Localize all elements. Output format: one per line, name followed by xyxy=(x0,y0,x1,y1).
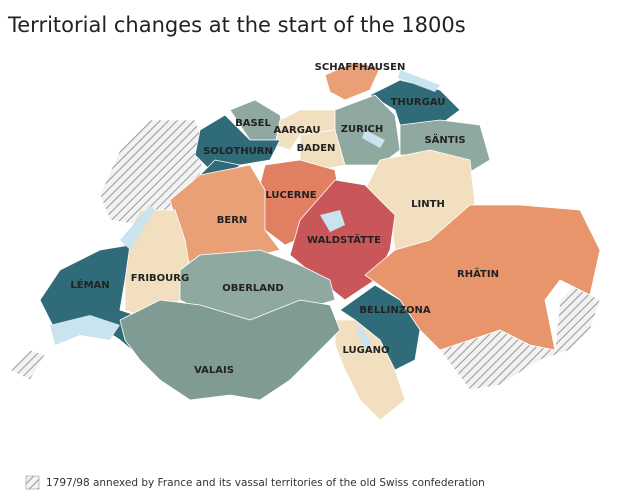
region-label: VALAIS xyxy=(194,365,234,376)
regions xyxy=(9,61,601,421)
region-label: LUCERNE xyxy=(265,190,316,201)
lake xyxy=(120,205,155,250)
region-shape xyxy=(299,129,346,171)
lake xyxy=(356,325,372,350)
region-shape xyxy=(119,299,341,401)
region-label: BADEN xyxy=(297,143,336,154)
region-label: AARGAU xyxy=(274,125,321,136)
region-label: THURGAU xyxy=(391,97,446,108)
legend-label: 1797/98 annexed by France and its vassal… xyxy=(46,477,485,489)
title: Territorial changes at the start of the … xyxy=(7,13,466,37)
region-label: SCHAFFHAUSEN xyxy=(315,62,406,73)
region-label: RHÄTIN xyxy=(457,266,499,280)
region-shape xyxy=(369,79,461,126)
region-shape xyxy=(324,61,381,101)
region-label: OBERLAND xyxy=(222,283,283,294)
region-shape xyxy=(334,319,406,421)
lake xyxy=(320,210,345,232)
region-label: ZURICH xyxy=(341,124,384,135)
region-label: LÉMAN xyxy=(70,278,109,291)
lake xyxy=(362,130,385,148)
annexed-area xyxy=(9,349,46,381)
lake xyxy=(398,70,440,92)
region-label: LUGANO xyxy=(343,345,390,356)
legend-swatch xyxy=(25,475,40,490)
region-label: SOLOTHURN xyxy=(203,146,273,157)
region-label: SÄNTIS xyxy=(424,132,465,146)
region-label: WALDSTÄTTE xyxy=(307,232,381,246)
region-shape xyxy=(364,204,601,351)
region-label: BERN xyxy=(217,215,248,226)
region-label: BELLINZONA xyxy=(359,305,430,316)
region-shape xyxy=(194,114,281,171)
lake xyxy=(50,315,120,345)
region-label: LINTH xyxy=(411,199,445,210)
region-label: FRIBOURG xyxy=(131,273,189,284)
region-label: BASEL xyxy=(235,118,271,129)
